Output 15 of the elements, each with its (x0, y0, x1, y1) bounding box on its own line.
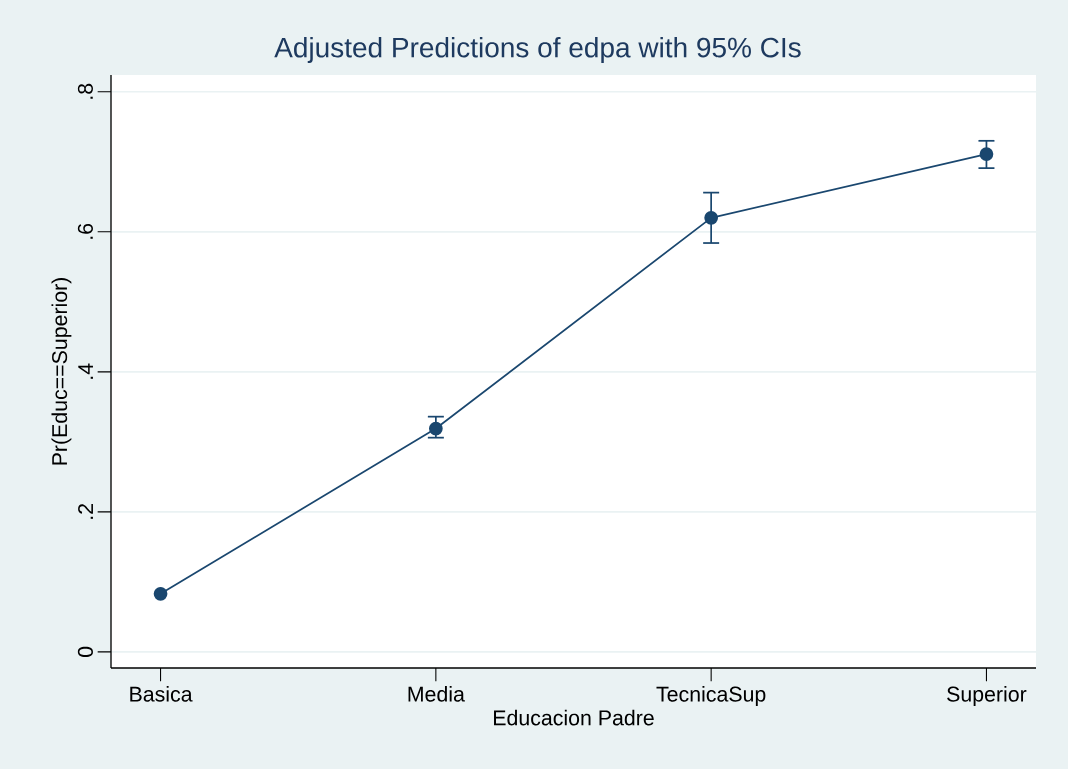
point (704, 210, 719, 225)
y-tick-label: 0 (77, 646, 93, 657)
x-axis-title: Educacion Padre (494, 709, 654, 726)
y-tick-label: .4 (78, 363, 93, 379)
x-tick-label: Superior (947, 686, 1027, 706)
chart-title: Adjusted Predictions of edpa with 95% CIs (274, 36, 801, 64)
x-tick-label: Basica (130, 686, 193, 702)
y-tick-label: .8 (77, 83, 93, 99)
x-tick-label: Media (408, 686, 465, 702)
x-tick-label: TecnicaSup (656, 686, 766, 706)
y-axis-title: Pr(Educ==Superior) (51, 278, 72, 465)
y-tick-label: .6 (77, 223, 93, 239)
point (153, 586, 168, 601)
point (979, 147, 994, 161)
y-tick-label: .2 (78, 504, 93, 519)
